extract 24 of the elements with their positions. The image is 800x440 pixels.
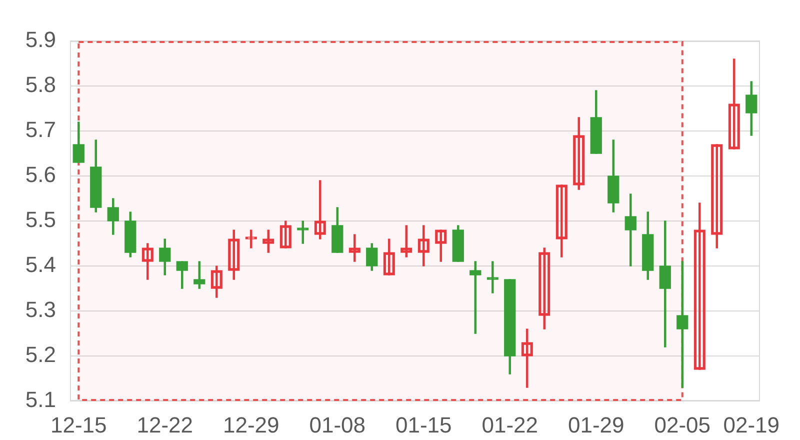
y-tick-label: 5.1 bbox=[25, 387, 56, 412]
x-tick-label: 01-22 bbox=[482, 412, 538, 438]
y-tick-label: 5.5 bbox=[25, 207, 56, 232]
x-tick-label: 02-05 bbox=[654, 412, 711, 438]
candlestick bbox=[470, 261, 482, 334]
y-tick-label: 5.9 bbox=[25, 27, 56, 52]
x-tick-label: 12-15 bbox=[50, 412, 107, 438]
x-tick-label: 02-19 bbox=[723, 412, 780, 438]
candlestick bbox=[297, 220, 309, 244]
y-tick-label: 5.6 bbox=[25, 162, 56, 188]
x-tick-label: 01-15 bbox=[395, 412, 452, 438]
x-tick-label: 12-22 bbox=[136, 412, 194, 438]
y-tick-label: 5.7 bbox=[25, 117, 56, 142]
x-tick-label: 01-29 bbox=[568, 412, 624, 438]
x-tick-label: 01-08 bbox=[309, 412, 366, 438]
y-tick-label: 5.3 bbox=[25, 297, 56, 322]
y-tick-label: 5.8 bbox=[25, 72, 56, 98]
x-tick-label: 12-29 bbox=[222, 412, 280, 438]
y-tick-label: 5.4 bbox=[25, 252, 56, 278]
candlestick bbox=[659, 220, 671, 348]
candlestick bbox=[676, 261, 688, 388]
candlestick bbox=[194, 261, 206, 289]
candlestick bbox=[486, 261, 498, 294]
y-tick-label: 5.2 bbox=[25, 342, 56, 368]
